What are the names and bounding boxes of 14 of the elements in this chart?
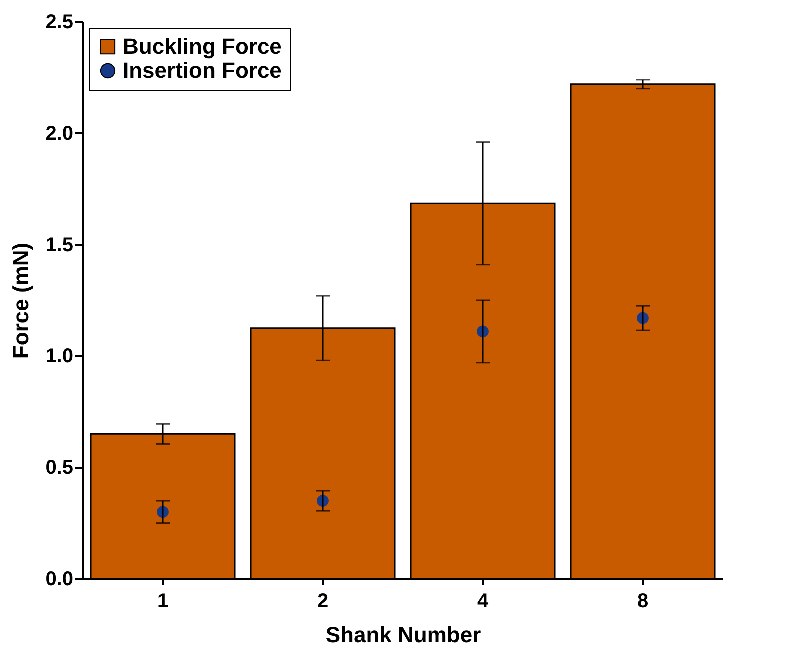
y-tick-label: 2.0 (46, 122, 74, 145)
y-tick-label: 0.0 (46, 568, 74, 590)
y-tick-label: 1.0 (46, 346, 74, 368)
y-tick-label: 0.5 (46, 457, 74, 480)
x-tick-label: 8 (637, 590, 649, 612)
x-tick-label: 4 (477, 590, 490, 612)
x-tick-label: 2 (317, 590, 329, 612)
x-tick-label: 1 (157, 590, 169, 612)
y-tick-label: 1.5 (46, 234, 74, 256)
legend-label: Insertion Force (123, 58, 282, 83)
x-axis-title: Shank Number (326, 622, 482, 648)
y-tick-label: 2.5 (46, 12, 74, 34)
y-axis-title: Force (mN) (8, 242, 34, 360)
legend-label: Buckling Force (123, 34, 282, 59)
